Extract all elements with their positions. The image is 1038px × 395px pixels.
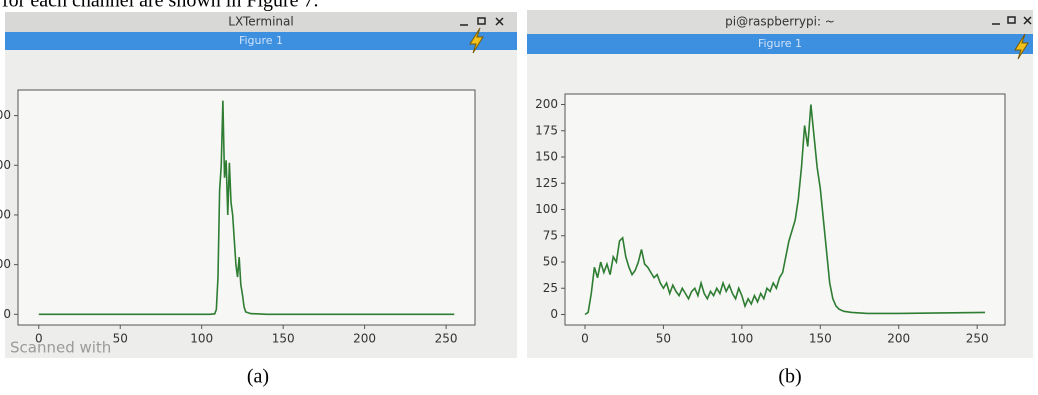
- figure: for each channel are shown in Figure 7. …: [0, 0, 1038, 390]
- y-tick-label: 0: [3, 307, 11, 321]
- plot-frame: [18, 90, 475, 325]
- y-tick-label: 125: [535, 176, 558, 190]
- y-tick-label: 50: [543, 255, 558, 269]
- y-tick-label: 150: [535, 150, 558, 164]
- x-tick-label: 250: [435, 332, 458, 346]
- y-tick-label: 100: [535, 202, 558, 216]
- plot-frame: [565, 94, 1005, 325]
- figure-title: Figure 1: [239, 34, 283, 47]
- window-title: pi@raspberrypi: ~: [725, 15, 835, 29]
- x-tick-label: 100: [730, 332, 753, 346]
- y-tick-label: 75: [543, 228, 558, 242]
- x-tick-label: 250: [966, 332, 989, 346]
- x-tick-label: 50: [113, 332, 128, 346]
- panel-label: (a): [247, 366, 269, 388]
- y-tick-label: 0: [550, 307, 558, 321]
- x-tick-label: 150: [272, 332, 295, 346]
- y-tick-label: 400: [0, 207, 11, 221]
- window-title: LXTerminal: [228, 15, 293, 29]
- x-tick-label: 0: [581, 332, 589, 346]
- x-tick-label: 50: [656, 332, 671, 346]
- x-tick-label: 200: [887, 332, 910, 346]
- x-tick-label: 200: [353, 332, 376, 346]
- y-tick-label: 200: [535, 97, 558, 111]
- y-tick-label: 600: [0, 158, 11, 172]
- x-tick-label: 150: [809, 332, 832, 346]
- figure-title: Figure 1: [758, 37, 802, 50]
- watermark: Scanned with: [10, 339, 111, 357]
- x-tick-label: 0: [35, 332, 43, 346]
- y-tick-label: 175: [535, 123, 558, 137]
- y-tick-label: 200: [0, 257, 11, 271]
- x-tick-label: 100: [190, 332, 213, 346]
- y-tick-label: 25: [543, 281, 558, 295]
- header-text: for each channel are shown in Figure 7.: [2, 0, 319, 12]
- y-tick-label: 800: [0, 108, 11, 122]
- panel-label: (b): [778, 366, 801, 388]
